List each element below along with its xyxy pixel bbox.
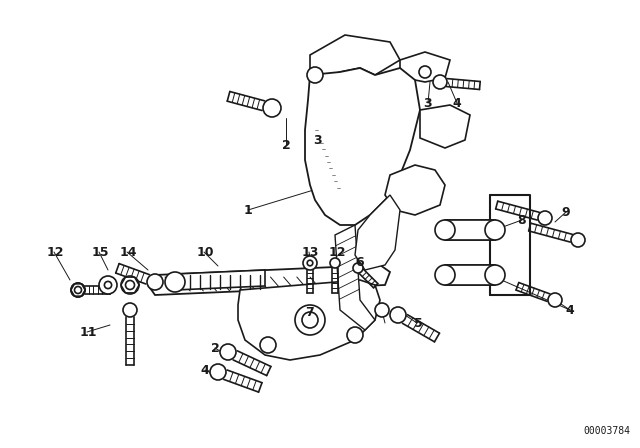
Circle shape: [307, 260, 313, 266]
Circle shape: [71, 283, 85, 297]
Circle shape: [210, 364, 226, 380]
Text: 00003784: 00003784: [583, 426, 630, 436]
Polygon shape: [400, 52, 450, 82]
Circle shape: [330, 258, 340, 268]
Circle shape: [303, 256, 317, 270]
Circle shape: [390, 307, 406, 323]
Circle shape: [125, 280, 134, 289]
Circle shape: [435, 220, 455, 240]
Circle shape: [71, 283, 85, 297]
Text: 9: 9: [562, 206, 570, 219]
Text: 1: 1: [244, 203, 252, 216]
Circle shape: [485, 220, 505, 240]
Circle shape: [435, 265, 455, 285]
Text: 3: 3: [424, 96, 432, 109]
Circle shape: [121, 276, 139, 294]
Polygon shape: [335, 225, 375, 330]
Circle shape: [260, 337, 276, 353]
Text: 13: 13: [301, 246, 319, 258]
Polygon shape: [445, 265, 495, 285]
Circle shape: [419, 66, 431, 78]
Text: 4: 4: [200, 363, 209, 376]
Polygon shape: [305, 68, 420, 225]
Circle shape: [99, 276, 117, 294]
Circle shape: [538, 211, 552, 225]
Text: 10: 10: [196, 246, 214, 258]
Text: 2: 2: [282, 138, 291, 151]
Polygon shape: [420, 105, 470, 148]
Text: 7: 7: [306, 306, 314, 319]
Text: 15: 15: [92, 246, 109, 258]
Circle shape: [220, 344, 236, 360]
Polygon shape: [385, 165, 445, 215]
Circle shape: [307, 67, 323, 83]
Text: 4: 4: [566, 303, 574, 316]
Polygon shape: [445, 220, 495, 240]
Text: 14: 14: [119, 246, 137, 258]
Text: 3: 3: [313, 134, 321, 146]
Circle shape: [571, 233, 585, 247]
Text: 5: 5: [413, 316, 422, 329]
Circle shape: [147, 274, 163, 290]
Circle shape: [433, 75, 447, 89]
Circle shape: [485, 265, 505, 285]
Circle shape: [548, 293, 562, 307]
Text: 6: 6: [356, 255, 364, 268]
Polygon shape: [238, 280, 380, 360]
Circle shape: [375, 303, 389, 317]
Text: 8: 8: [518, 214, 526, 227]
Circle shape: [165, 272, 185, 292]
Circle shape: [305, 258, 315, 268]
Polygon shape: [355, 195, 400, 270]
Circle shape: [263, 99, 281, 117]
Text: 11: 11: [79, 326, 97, 339]
Circle shape: [295, 305, 325, 335]
Circle shape: [302, 312, 318, 328]
Polygon shape: [148, 265, 390, 295]
Circle shape: [353, 263, 363, 273]
Polygon shape: [310, 35, 400, 80]
Circle shape: [347, 327, 363, 343]
Text: 2: 2: [211, 341, 220, 354]
Polygon shape: [175, 270, 265, 290]
Circle shape: [123, 303, 137, 317]
Circle shape: [104, 281, 111, 289]
Text: 4: 4: [452, 96, 461, 109]
Text: 12: 12: [46, 246, 64, 258]
Text: 12: 12: [328, 246, 346, 258]
Circle shape: [74, 287, 81, 293]
